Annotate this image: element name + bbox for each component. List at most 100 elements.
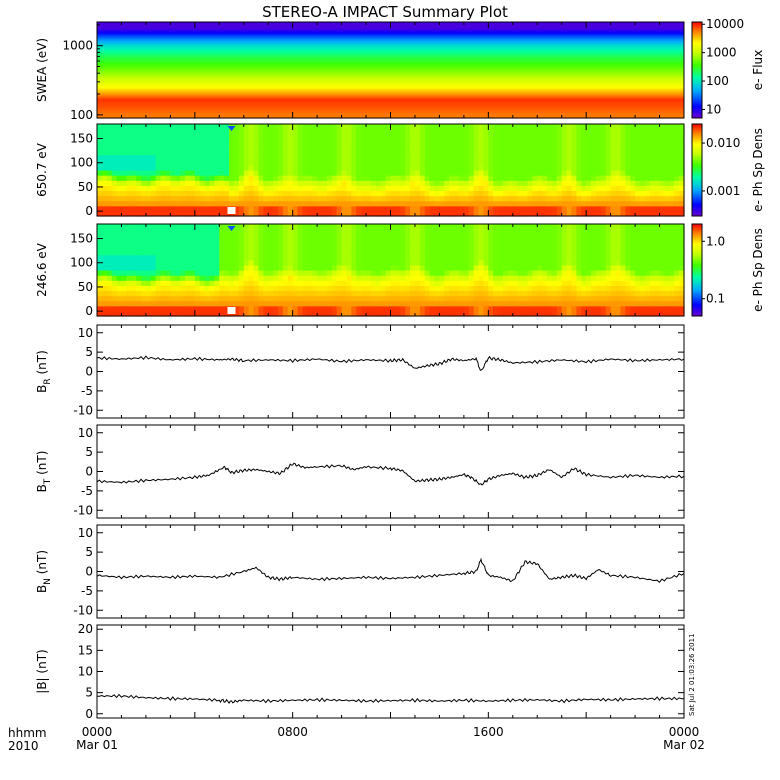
pad650-cell-22-7	[204, 175, 211, 181]
pad246-cell-35-3	[268, 295, 274, 302]
pad650-cell-15-3	[170, 195, 176, 202]
pad246-colorbar-tick-label-1: 0.1	[706, 292, 725, 306]
pad650-cell-51-9	[346, 164, 352, 171]
pad246-cell-22-16	[204, 229, 211, 235]
pad650-cell-26-13	[224, 144, 230, 151]
pad246-cell-53-4	[356, 290, 362, 297]
pad246-cell-8-14	[136, 239, 142, 246]
pad650-cell-87-0	[522, 210, 529, 217]
pad246-cell-55-16	[366, 229, 372, 235]
pad650-cell-0-0	[97, 210, 103, 217]
pad246-cell-49-17	[336, 224, 343, 230]
pad246-cell-57-16	[375, 229, 382, 235]
pad650-cell-96-8	[566, 170, 573, 176]
pad650-cell-44-8	[312, 170, 318, 176]
pad246-cell-57-0	[375, 310, 382, 317]
pad650-cell-102-6	[595, 180, 602, 186]
pad246-cell-119-0	[679, 310, 685, 317]
pad650-cell-3-3	[111, 195, 118, 202]
pad246-cell-85-5	[512, 285, 519, 292]
pad650-cell-31-13	[248, 144, 255, 151]
pad246-cell-95-5	[561, 285, 568, 292]
pad650-cell-69-8	[434, 170, 441, 176]
pad650-cell-44-0	[312, 210, 318, 217]
pad650-cell-22-12	[204, 149, 211, 156]
pad650-cell-96-11	[566, 154, 573, 161]
pad246-cell-73-0	[454, 310, 460, 317]
pad246-cell-76-14	[468, 239, 475, 246]
pad650-cell-37-7	[277, 175, 284, 181]
pad650-cell-94-17	[556, 124, 563, 130]
pad650-cell-7-5	[131, 185, 137, 192]
pad650-cell-57-5	[375, 185, 382, 192]
pad246-cell-88-2	[527, 300, 533, 307]
pad246-cell-31-13	[248, 244, 255, 251]
pad246-cell-19-8	[189, 270, 196, 276]
pad650-cell-77-0	[473, 210, 480, 217]
pad650-cell-95-3	[561, 195, 568, 202]
pad650-cell-19-5	[189, 185, 196, 192]
pad246-cell-118-8	[674, 270, 680, 276]
pad650-cell-64-2	[410, 200, 416, 207]
pad246-cell-102-14	[595, 239, 602, 246]
pad650-cell-119-17	[679, 124, 685, 130]
swea-colorbar-tick-label-3: 10	[706, 102, 721, 116]
pad246-cell-51-4	[346, 290, 352, 297]
pad650-cell-56-3	[370, 195, 377, 202]
pad246-cell-23-1	[209, 305, 215, 312]
pad246-cell-15-0	[170, 310, 176, 317]
pad246-cell-62-14	[400, 239, 406, 246]
pad650-cell-74-16	[458, 129, 465, 135]
pad246-cell-16-16	[175, 229, 181, 235]
pad650-cell-79-11	[483, 154, 489, 161]
pad246-cell-13-13	[160, 244, 167, 251]
pad650-cell-16-0	[175, 210, 181, 217]
swea-band-15	[97, 86, 684, 89]
pad650-cell-12-0	[155, 210, 162, 217]
pad650-cell-45-14	[317, 139, 323, 146]
pad650-cell-97-13	[571, 144, 577, 151]
pad650-cell-17-9	[180, 164, 186, 171]
pad650-cell-9-2	[141, 200, 147, 207]
pad650-cell-15-8	[170, 170, 176, 176]
pad246-ytick-label-2: 100	[70, 256, 93, 270]
pad246-cell-67-0	[424, 310, 431, 317]
pad246-cell-105-14	[610, 239, 617, 246]
pad246-cell-28-9	[233, 264, 240, 271]
pad246-cell-54-3	[361, 295, 367, 302]
pad246-cell-3-14	[111, 239, 118, 246]
pad246-cell-71-3	[444, 295, 450, 302]
pad650-cell-109-1	[630, 205, 636, 212]
pad246-cell-112-16	[644, 229, 651, 235]
pad246-cell-20-0	[194, 310, 201, 317]
pad650-cell-103-1	[600, 205, 607, 212]
pad650-cell-25-4	[219, 190, 225, 197]
pad246-cell-24-14	[214, 239, 220, 246]
pad650-cell-23-13	[209, 144, 215, 151]
pad246-cell-25-12	[219, 249, 225, 256]
pad650-cell-62-17	[400, 124, 406, 130]
pad246-cell-77-4	[473, 290, 480, 297]
pad650-cell-16-11	[175, 154, 181, 161]
pad650-ytick-label-0: 0	[85, 204, 93, 218]
pad650-cell-32-9	[253, 164, 260, 171]
pad246-cell-108-12	[625, 249, 631, 256]
pad246-cell-2-8	[106, 270, 113, 276]
pad246-cell-73-16	[454, 229, 460, 235]
pad246-cell-99-12	[581, 249, 587, 256]
pad246-cell-109-6	[630, 280, 636, 286]
pad246-cell-90-2	[537, 300, 543, 307]
pad650-cell-13-9	[160, 164, 167, 171]
pad246-cell-38-2	[282, 300, 289, 307]
pad246-cell-104-4	[605, 290, 612, 297]
pad246-cell-40-0	[292, 310, 299, 317]
pad650-cell-52-17	[351, 124, 357, 130]
pad650-cell-47-8	[326, 170, 333, 176]
pad650-cell-69-16	[434, 129, 441, 135]
pad246-cell-97-8	[571, 270, 577, 276]
pad650-cell-81-0	[493, 210, 499, 217]
pad246-cell-102-3	[595, 295, 602, 302]
pad246-colorbar-label: e- Ph Sp Dens	[751, 228, 765, 312]
pad246-cell-25-2	[219, 300, 225, 307]
pad650-cell-35-0	[268, 210, 274, 217]
